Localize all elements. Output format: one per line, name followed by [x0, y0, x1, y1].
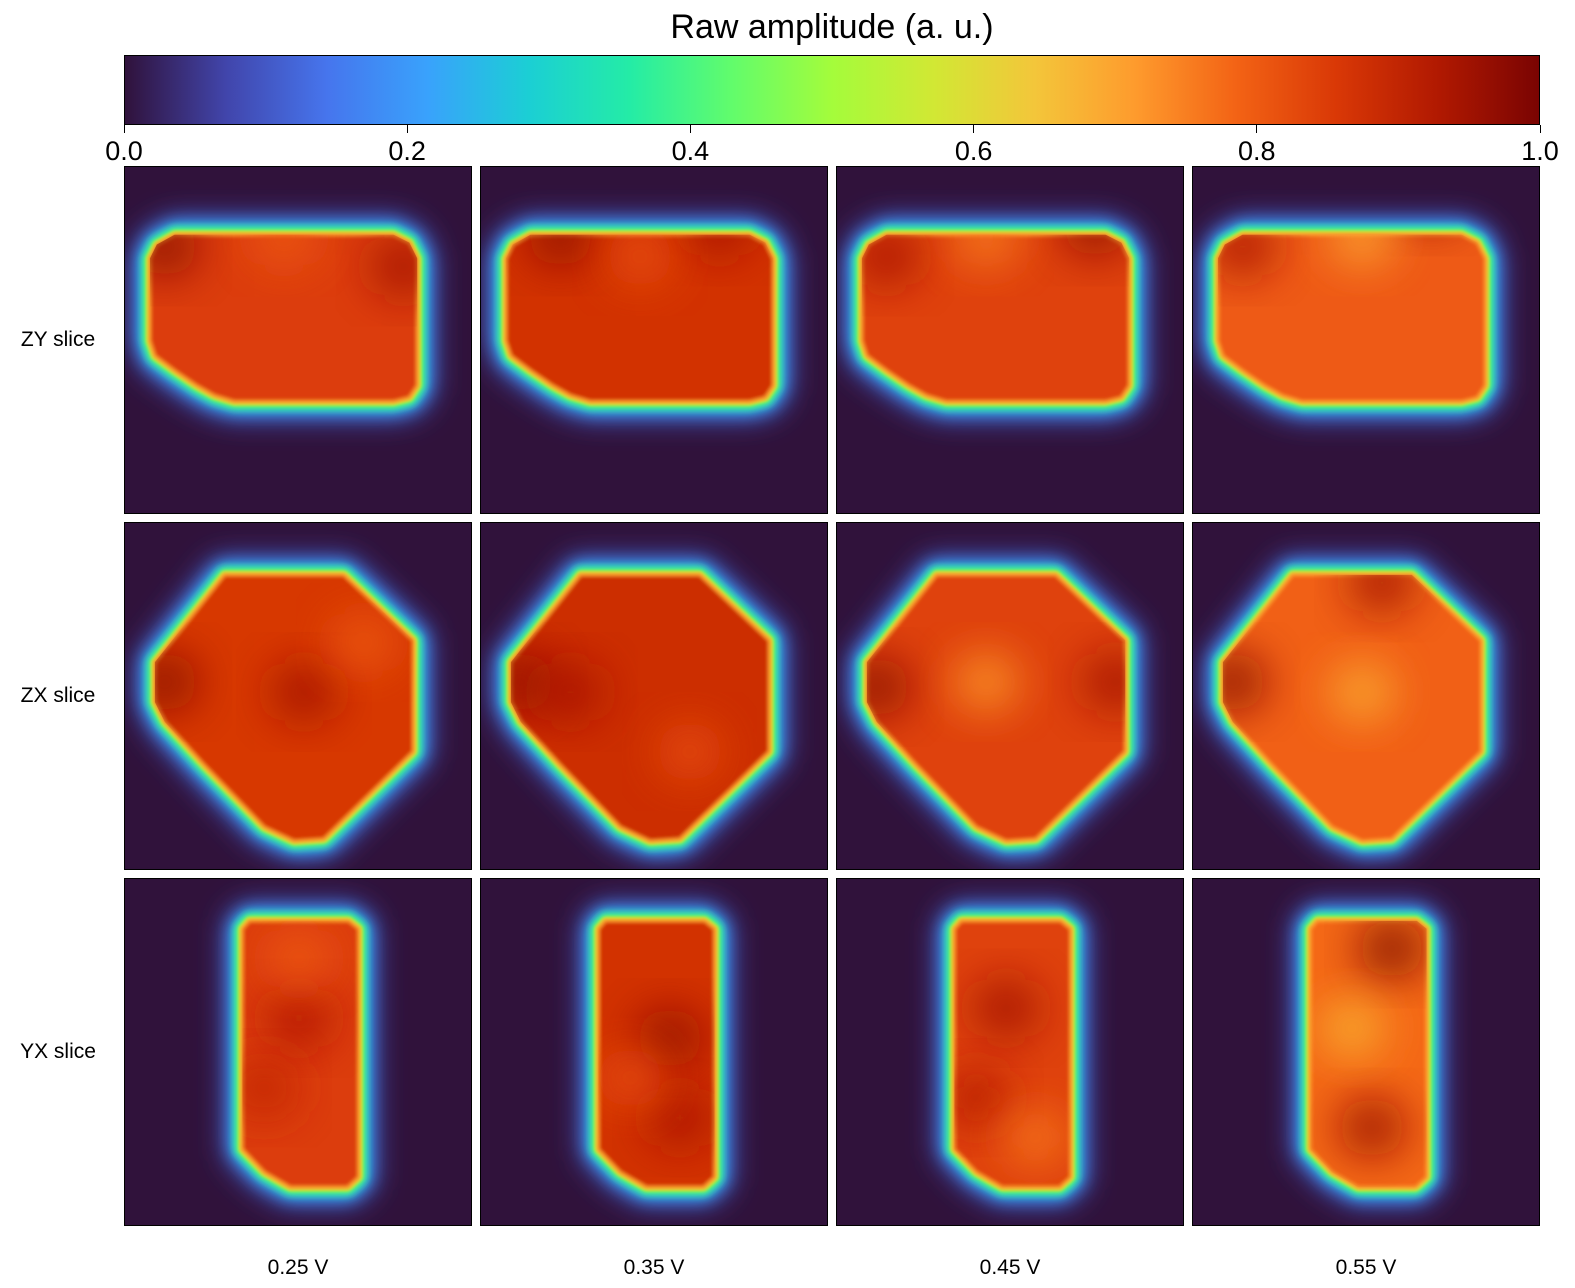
column-label-0-35v: 0.35 V: [623, 1256, 685, 1279]
colorbar: [124, 55, 1540, 125]
high-intensity-region: [149, 234, 199, 277]
low-intensity-region: [1318, 998, 1386, 1058]
heatmap-panel-zy-0-35v: [480, 166, 828, 514]
colorbar-tick-label: 0.8: [1238, 136, 1276, 166]
colorbar-tick-mark: [1256, 125, 1258, 133]
colorbar-tick-mark: [689, 125, 691, 133]
heatmap-svg: [125, 167, 471, 513]
low-intensity-region: [598, 1048, 664, 1108]
heatmap-panel-zy-0-55v: [1192, 166, 1540, 514]
low-intensity-region: [606, 234, 674, 287]
colorbar-tick-mark: [123, 125, 125, 133]
heatmap-panel-yx-0-55v: [1192, 878, 1540, 1226]
row-label-yx: YX slice: [20, 1040, 96, 1063]
low-intensity-region: [1328, 234, 1396, 267]
high-intensity-region: [369, 236, 418, 297]
heatmap-svg: [481, 523, 827, 869]
high-intensity-region: [1061, 234, 1130, 257]
colorbar-tick-label: 0.0: [105, 136, 143, 166]
high-intensity-region: [265, 988, 333, 1049]
low-intensity-region: [1002, 1107, 1070, 1168]
row-label-zy: ZY slice: [20, 328, 96, 351]
high-intensity-region: [1338, 1097, 1406, 1158]
high-intensity-region: [270, 662, 338, 722]
heatmap-panel-yx-0-35v: [480, 878, 828, 1226]
colorbar-title: Raw amplitude (a. u.): [670, 8, 994, 46]
low-intensity-region: [329, 612, 398, 673]
heatmap-svg: [1193, 167, 1539, 513]
high-intensity-region: [646, 1087, 714, 1148]
heatmap-panel-zy-0-45v: [836, 166, 1184, 514]
heatmap-panel-zy-0-25v: [124, 166, 472, 514]
heatmap-svg: [481, 879, 827, 1225]
low-intensity-region: [952, 652, 1020, 712]
heatmap-svg: [1193, 523, 1539, 869]
colorbar-tick-label: 0.4: [671, 136, 710, 166]
high-intensity-region: [972, 978, 1040, 1039]
heatmap-svg: [837, 167, 1183, 513]
low-intensity-region: [1328, 662, 1396, 722]
heatmap-svg: [837, 879, 1183, 1225]
high-intensity-region: [866, 657, 911, 717]
high-intensity-region: [685, 234, 754, 257]
high-intensity-region: [1358, 920, 1426, 979]
high-intensity-region: [526, 234, 595, 267]
heatmap-panel-yx-0-25v: [124, 878, 472, 1226]
high-intensity-region: [954, 1067, 1010, 1128]
column-label-0-25v: 0.25 V: [267, 1256, 329, 1279]
low-intensity-region: [655, 721, 724, 782]
heatmap-panel-zx-0-45v: [836, 522, 1184, 870]
colorbar-tick-label: 0.6: [954, 136, 993, 166]
heatmap-panel-zx-0-35v: [480, 522, 828, 870]
colorbar-tick-label: 1.0: [1521, 136, 1559, 166]
column-label-0-55v: 0.55 V: [1335, 1256, 1397, 1279]
heatmap-svg: [837, 523, 1183, 869]
low-intensity-region: [250, 234, 318, 267]
particle-interior: [240, 919, 361, 1189]
high-intensity-region: [1217, 234, 1277, 277]
high-intensity-region: [1222, 652, 1267, 712]
high-intensity-region: [154, 652, 199, 712]
colorbar-tick-mark: [406, 125, 408, 133]
heatmap-svg: [481, 167, 827, 513]
heatmap-svg: [1193, 879, 1539, 1225]
heatmap-svg: [125, 879, 471, 1225]
low-intensity-region: [265, 928, 333, 989]
colorbar-tick-mark: [1539, 125, 1541, 133]
high-intensity-region: [242, 1057, 298, 1118]
low-intensity-region: [952, 234, 1020, 267]
heatmap-panel-zx-0-55v: [1192, 522, 1540, 870]
colorbar-tick-label: 0.2: [388, 136, 426, 166]
column-label-0-45v: 0.45 V: [979, 1256, 1041, 1279]
high-intensity-region: [1348, 574, 1416, 613]
high-intensity-region: [1081, 652, 1126, 712]
heatmap-svg: [125, 523, 471, 869]
heatmap-panel-zx-0-25v: [124, 522, 472, 870]
row-label-zx: ZX slice: [20, 684, 96, 707]
high-intensity-region: [636, 1008, 704, 1068]
heatmap-panel-yx-0-45v: [836, 878, 1184, 1226]
colorbar-tick-mark: [973, 125, 975, 133]
high-intensity-region: [536, 662, 605, 722]
